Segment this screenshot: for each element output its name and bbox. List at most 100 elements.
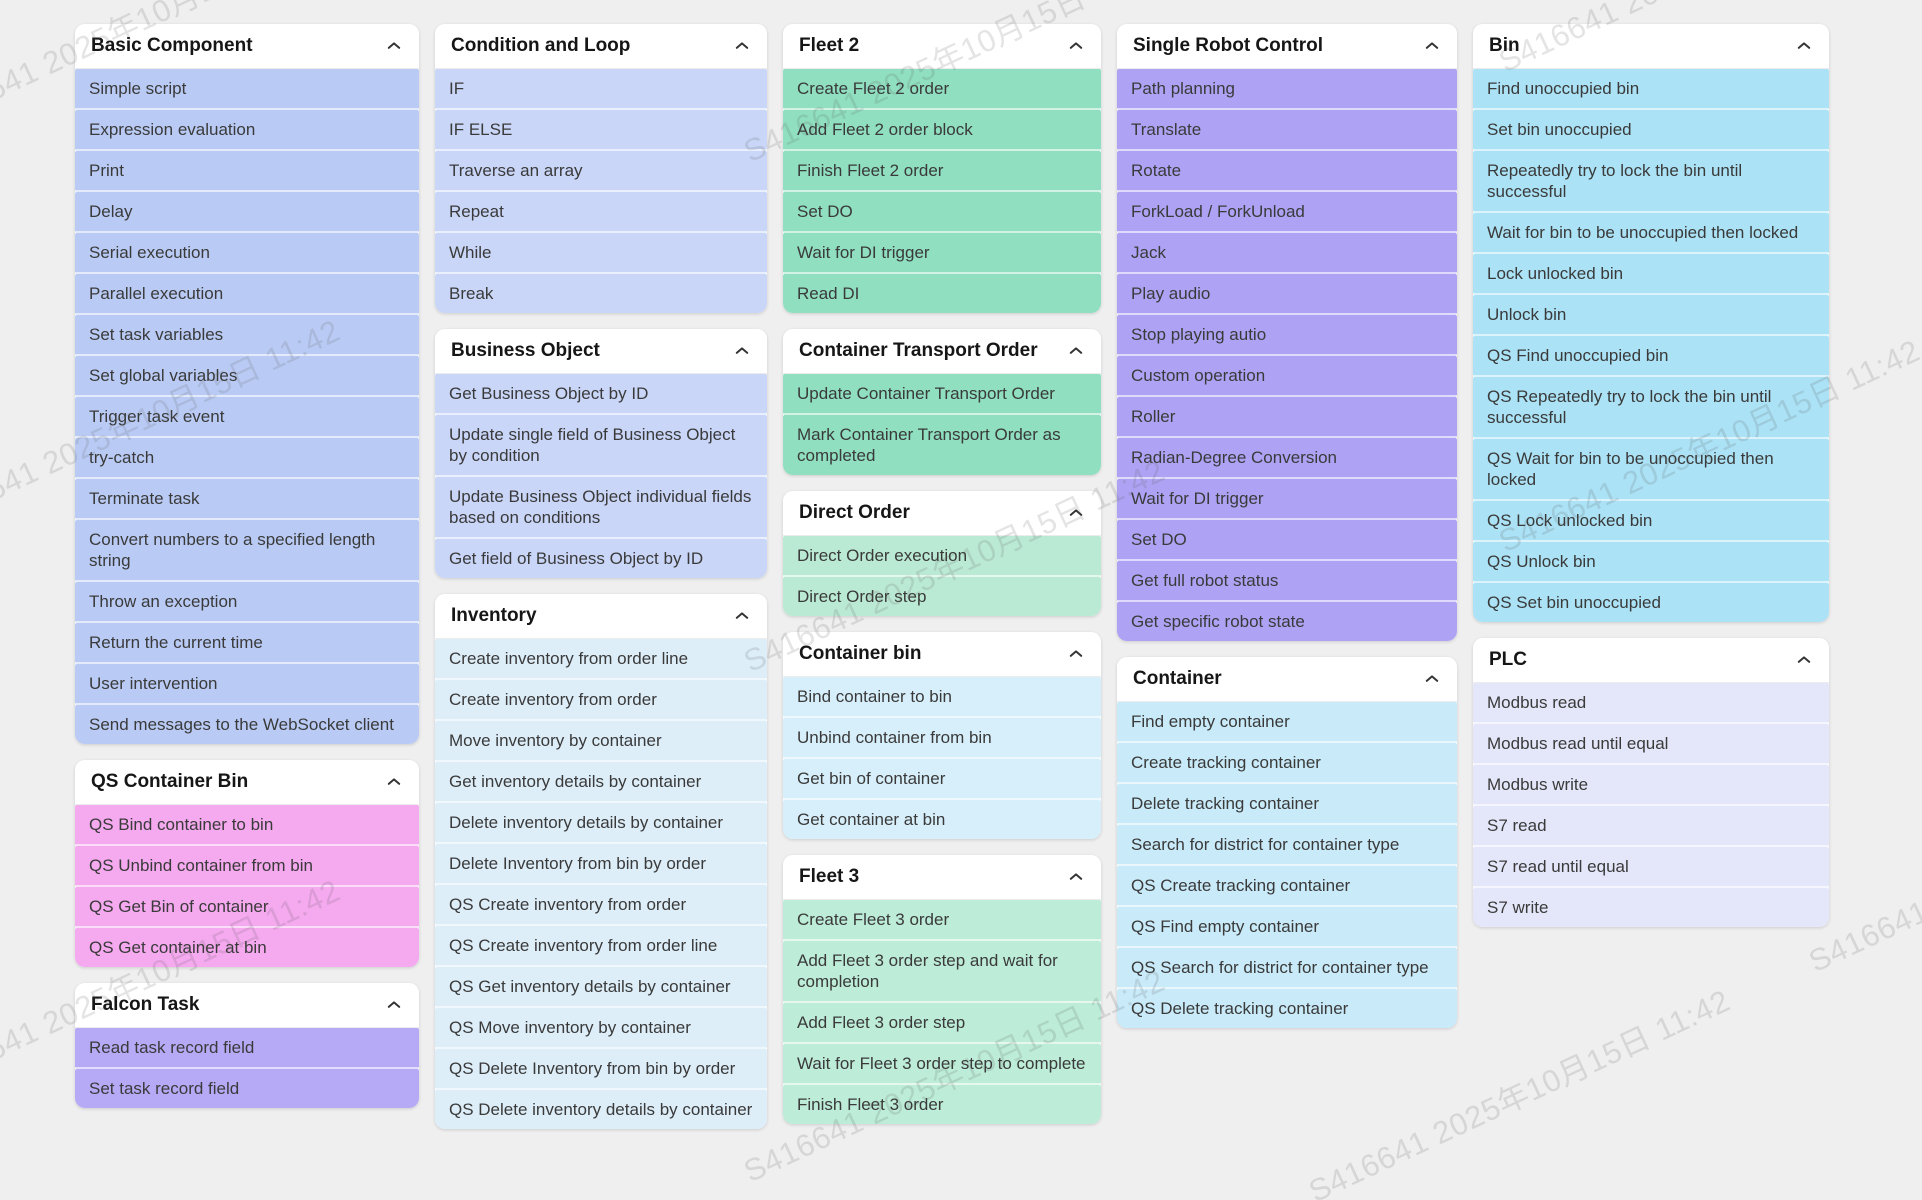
- palette-item[interactable]: Add Fleet 2 order block: [783, 110, 1101, 151]
- palette-item[interactable]: Roller: [1117, 397, 1457, 438]
- palette-item[interactable]: User intervention: [75, 664, 419, 705]
- panel-header-container[interactable]: Container: [1117, 657, 1457, 702]
- palette-item[interactable]: Get container at bin: [783, 800, 1101, 839]
- palette-item[interactable]: QS Get Bin of container: [75, 887, 419, 928]
- palette-item[interactable]: Find unoccupied bin: [1473, 69, 1829, 110]
- chevron-up-icon[interactable]: [733, 342, 751, 360]
- palette-item[interactable]: Modbus write: [1473, 765, 1829, 806]
- palette-item[interactable]: QS Search for district for container typ…: [1117, 948, 1457, 989]
- palette-item[interactable]: QS Unlock bin: [1473, 542, 1829, 583]
- palette-item[interactable]: Delay: [75, 192, 419, 233]
- palette-item[interactable]: Throw an exception: [75, 582, 419, 623]
- palette-item[interactable]: Convert numbers to a specified length st…: [75, 520, 419, 582]
- palette-item[interactable]: Create tracking container: [1117, 743, 1457, 784]
- palette-item[interactable]: Jack: [1117, 233, 1457, 274]
- palette-item[interactable]: Translate: [1117, 110, 1457, 151]
- palette-item[interactable]: Path planning: [1117, 69, 1457, 110]
- palette-item[interactable]: QS Get container at bin: [75, 928, 419, 967]
- palette-item[interactable]: Set task variables: [75, 315, 419, 356]
- panel-header-container-transport-order[interactable]: Container Transport Order: [783, 329, 1101, 374]
- panel-header-condition-and-loop[interactable]: Condition and Loop: [435, 24, 767, 69]
- chevron-up-icon[interactable]: [1423, 37, 1441, 55]
- palette-item[interactable]: Finish Fleet 3 order: [783, 1085, 1101, 1124]
- palette-item[interactable]: Set bin unoccupied: [1473, 110, 1829, 151]
- palette-item[interactable]: Add Fleet 3 order step and wait for comp…: [783, 941, 1101, 1003]
- palette-item[interactable]: Set DO: [1117, 520, 1457, 561]
- palette-item[interactable]: Mark Container Transport Order as comple…: [783, 415, 1101, 475]
- palette-item[interactable]: QS Bind container to bin: [75, 805, 419, 846]
- panel-header-container-bin[interactable]: Container bin: [783, 632, 1101, 677]
- chevron-up-icon[interactable]: [1795, 651, 1813, 669]
- panel-header-business-object[interactable]: Business Object: [435, 329, 767, 374]
- palette-item[interactable]: Send messages to the WebSocket client: [75, 705, 419, 744]
- palette-item[interactable]: QS Unbind container from bin: [75, 846, 419, 887]
- palette-item[interactable]: QS Get inventory details by container: [435, 967, 767, 1008]
- palette-item[interactable]: QS Create inventory from order line: [435, 926, 767, 967]
- palette-item[interactable]: QS Create inventory from order: [435, 885, 767, 926]
- palette-item[interactable]: QS Delete tracking container: [1117, 989, 1457, 1028]
- palette-item[interactable]: Create Fleet 2 order: [783, 69, 1101, 110]
- chevron-up-icon[interactable]: [1795, 37, 1813, 55]
- palette-item[interactable]: Finish Fleet 2 order: [783, 151, 1101, 192]
- palette-item[interactable]: Move inventory by container: [435, 721, 767, 762]
- palette-item[interactable]: Play audio: [1117, 274, 1457, 315]
- chevron-up-icon[interactable]: [1067, 868, 1085, 886]
- palette-item[interactable]: Find empty container: [1117, 702, 1457, 743]
- chevron-up-icon[interactable]: [385, 996, 403, 1014]
- palette-item[interactable]: Modbus read: [1473, 683, 1829, 724]
- panel-header-bin[interactable]: Bin: [1473, 24, 1829, 69]
- palette-item[interactable]: Get inventory details by container: [435, 762, 767, 803]
- palette-item[interactable]: Radian-Degree Conversion: [1117, 438, 1457, 479]
- palette-item[interactable]: Delete inventory details by container: [435, 803, 767, 844]
- chevron-up-icon[interactable]: [1067, 504, 1085, 522]
- chevron-up-icon[interactable]: [1067, 645, 1085, 663]
- palette-item[interactable]: Create inventory from order line: [435, 639, 767, 680]
- chevron-up-icon[interactable]: [733, 607, 751, 625]
- palette-item[interactable]: Read task record field: [75, 1028, 419, 1069]
- palette-item[interactable]: QS Lock unlocked bin: [1473, 501, 1829, 542]
- palette-item[interactable]: QS Delete Inventory from bin by order: [435, 1049, 767, 1090]
- palette-item[interactable]: Search for district for container type: [1117, 825, 1457, 866]
- palette-item[interactable]: Set global variables: [75, 356, 419, 397]
- palette-item[interactable]: Wait for DI trigger: [1117, 479, 1457, 520]
- palette-item[interactable]: Create Fleet 3 order: [783, 900, 1101, 941]
- palette-item[interactable]: ForkLoad / ForkUnload: [1117, 192, 1457, 233]
- chevron-up-icon[interactable]: [385, 37, 403, 55]
- palette-item[interactable]: S7 read until equal: [1473, 847, 1829, 888]
- panel-header-basic-component[interactable]: Basic Component: [75, 24, 419, 69]
- chevron-up-icon[interactable]: [733, 37, 751, 55]
- palette-item[interactable]: QS Find unoccupied bin: [1473, 336, 1829, 377]
- palette-item[interactable]: Serial execution: [75, 233, 419, 274]
- palette-item[interactable]: Unlock bin: [1473, 295, 1829, 336]
- palette-item[interactable]: Break: [435, 274, 767, 313]
- palette-item[interactable]: While: [435, 233, 767, 274]
- palette-item[interactable]: Expression evaluation: [75, 110, 419, 151]
- palette-item[interactable]: Get field of Business Object by ID: [435, 539, 767, 578]
- palette-item[interactable]: Get full robot status: [1117, 561, 1457, 602]
- palette-item[interactable]: Traverse an array: [435, 151, 767, 192]
- palette-item[interactable]: QS Move inventory by container: [435, 1008, 767, 1049]
- panel-header-fleet-2[interactable]: Fleet 2: [783, 24, 1101, 69]
- palette-item[interactable]: Get Business Object by ID: [435, 374, 767, 415]
- palette-item[interactable]: Stop playing autio: [1117, 315, 1457, 356]
- palette-item[interactable]: Update single field of Business Object b…: [435, 415, 767, 477]
- palette-item[interactable]: QS Set bin unoccupied: [1473, 583, 1829, 622]
- palette-item[interactable]: Lock unlocked bin: [1473, 254, 1829, 295]
- palette-item[interactable]: Unbind container from bin: [783, 718, 1101, 759]
- palette-item[interactable]: Read DI: [783, 274, 1101, 313]
- panel-header-qs-container-bin[interactable]: QS Container Bin: [75, 760, 419, 805]
- palette-item[interactable]: Modbus read until equal: [1473, 724, 1829, 765]
- palette-item[interactable]: Add Fleet 3 order step: [783, 1003, 1101, 1044]
- palette-item[interactable]: Repeat: [435, 192, 767, 233]
- palette-item[interactable]: Return the current time: [75, 623, 419, 664]
- palette-item[interactable]: Set task record field: [75, 1069, 419, 1108]
- palette-item[interactable]: QS Repeatedly try to lock the bin until …: [1473, 377, 1829, 439]
- palette-item[interactable]: Update Business Object individual fields…: [435, 477, 767, 539]
- panel-header-direct-order[interactable]: Direct Order: [783, 491, 1101, 536]
- panel-header-inventory[interactable]: Inventory: [435, 594, 767, 639]
- palette-item[interactable]: Rotate: [1117, 151, 1457, 192]
- palette-item[interactable]: Trigger task event: [75, 397, 419, 438]
- palette-item[interactable]: Print: [75, 151, 419, 192]
- palette-item[interactable]: QS Delete inventory details by container: [435, 1090, 767, 1129]
- palette-item[interactable]: Custom operation: [1117, 356, 1457, 397]
